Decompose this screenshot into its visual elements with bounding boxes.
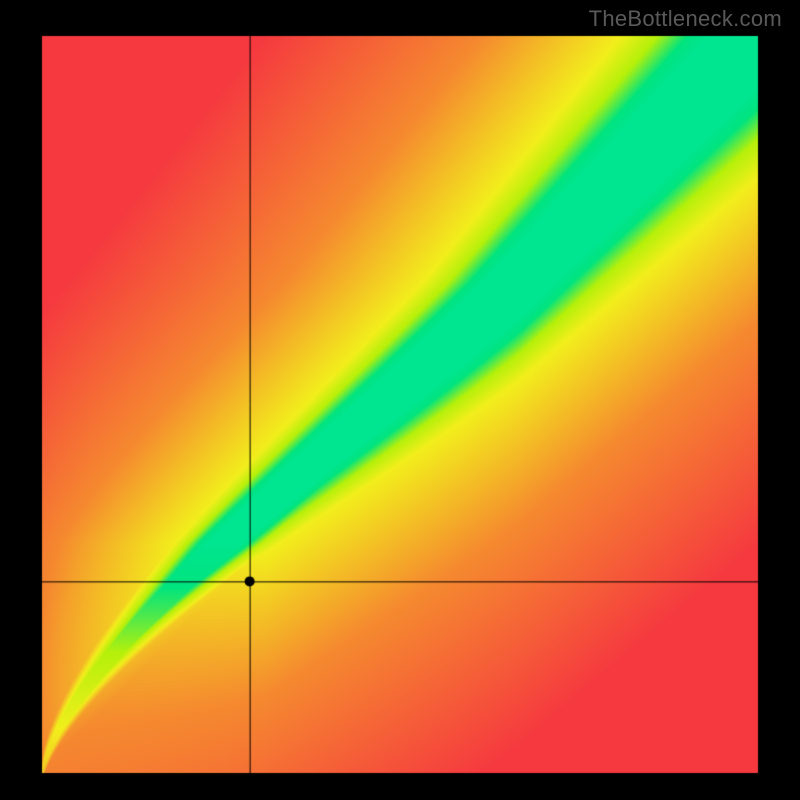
watermark-text: TheBottleneck.com xyxy=(589,6,782,32)
bottleneck-heatmap xyxy=(0,0,800,800)
chart-container: { "watermark": "TheBottleneck.com", "can… xyxy=(0,0,800,800)
